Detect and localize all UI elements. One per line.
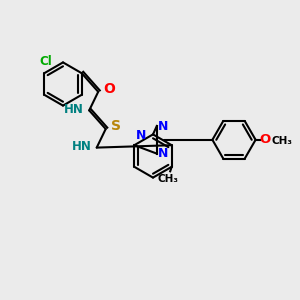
Text: O: O xyxy=(259,133,271,146)
Text: N: N xyxy=(136,129,146,142)
Text: S: S xyxy=(111,119,121,133)
Text: O: O xyxy=(103,82,116,96)
Text: Cl: Cl xyxy=(39,55,52,68)
Text: CH₃: CH₃ xyxy=(271,136,292,146)
Text: N: N xyxy=(158,119,169,133)
Text: N: N xyxy=(158,147,169,160)
Text: HN: HN xyxy=(71,140,91,153)
Text: HN: HN xyxy=(64,103,84,116)
Text: CH₃: CH₃ xyxy=(158,174,178,184)
